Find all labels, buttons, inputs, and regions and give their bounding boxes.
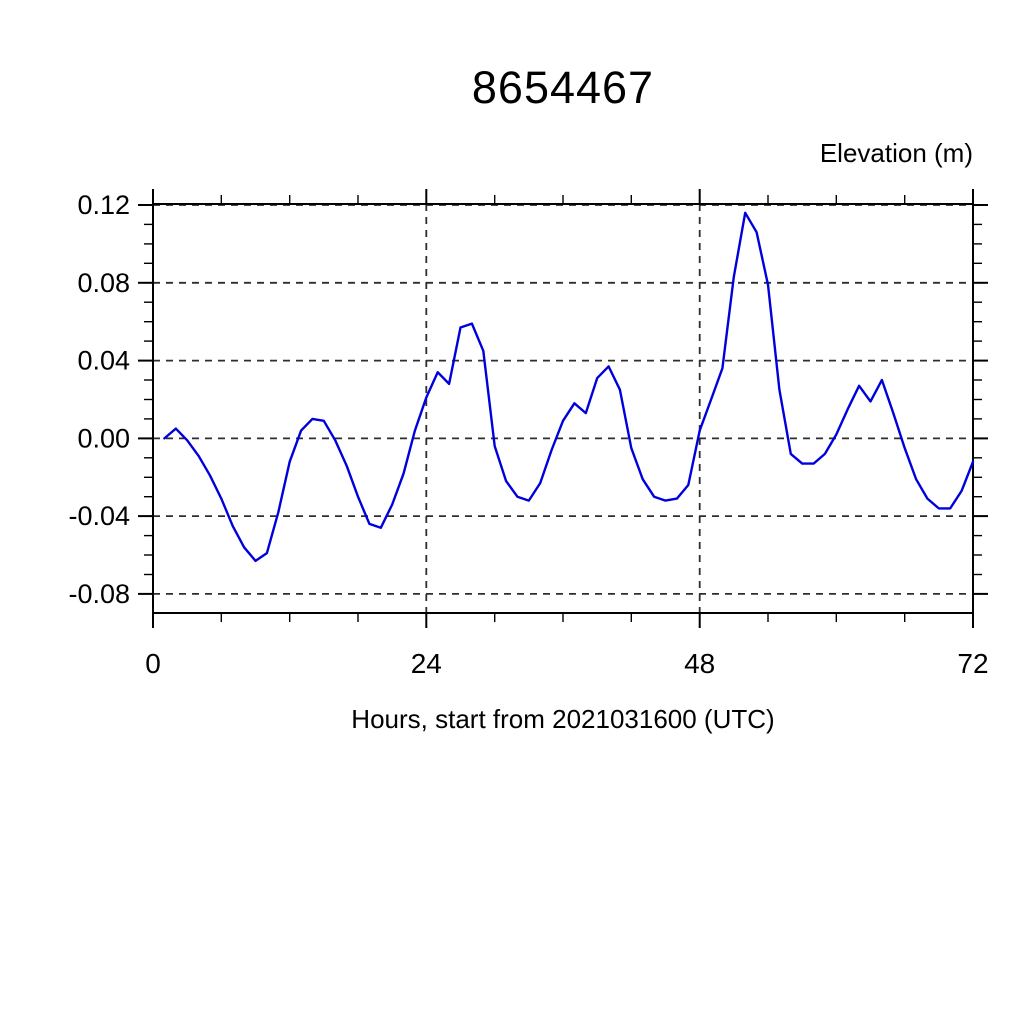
chart-title: 8654467 xyxy=(471,62,655,113)
x-tick-label: 24 xyxy=(411,648,442,679)
y-axis-title: Elevation (m) xyxy=(819,138,973,168)
y-tick-label: -0.04 xyxy=(68,501,130,531)
elevation-series-line xyxy=(163,211,975,563)
y-tick-label: 0.00 xyxy=(77,423,130,453)
x-tick-label: 48 xyxy=(684,648,715,679)
x-tick-label: 72 xyxy=(957,648,988,679)
x-axis-title: Hours, start from 2021031600 (UTC) xyxy=(351,704,775,734)
y-tick-label: 0.04 xyxy=(77,346,130,376)
y-tick-label: 0.08 xyxy=(77,268,130,298)
x-tick-label: 0 xyxy=(145,648,161,679)
y-tick-label: 0.12 xyxy=(77,190,130,220)
plot-border xyxy=(152,203,974,614)
y-tick-label: -0.08 xyxy=(68,579,130,609)
